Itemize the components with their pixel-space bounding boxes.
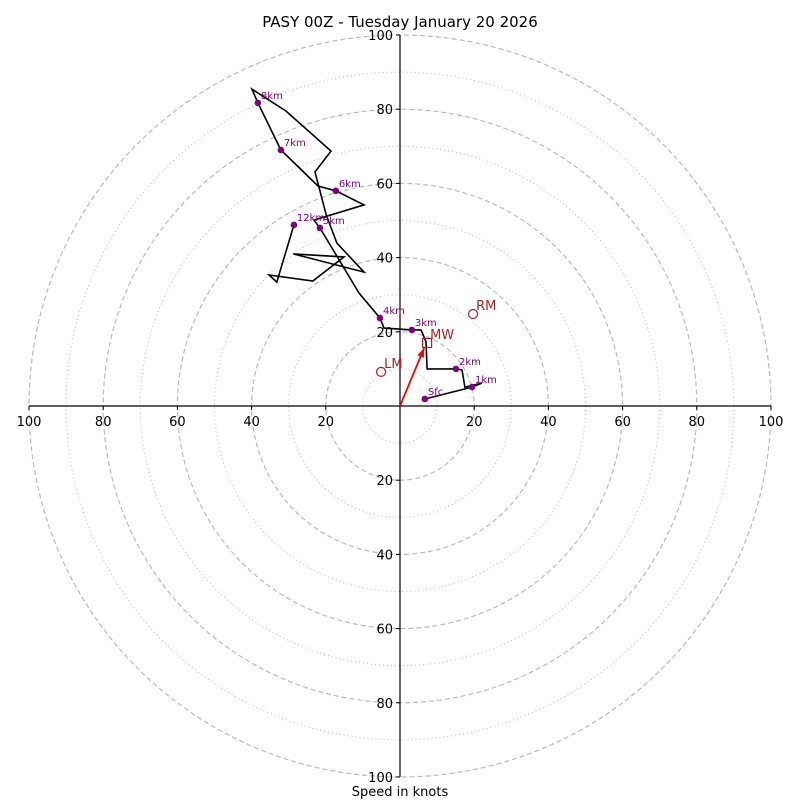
x-tick-label: 60: [614, 415, 631, 430]
chart-title: PASY 00Z - Tuesday January 20 2026: [262, 13, 538, 31]
x-tick-label: 60: [169, 415, 186, 430]
x-tick-label: 80: [689, 415, 706, 430]
lm-marker: [375, 366, 387, 377]
level-label-6km: 6km: [339, 179, 361, 190]
level-point-sfc: [421, 395, 429, 403]
level-point-5km: [316, 224, 324, 232]
y-tick-label: 100: [368, 771, 393, 786]
lm-label: LM: [384, 357, 402, 372]
mw-label: MW: [430, 328, 454, 343]
y-tick-label: 40: [376, 548, 393, 563]
y-tick-label: 80: [376, 697, 393, 712]
rm-label: RM: [476, 299, 496, 314]
level-point-7km: [277, 146, 285, 154]
y-tick-label: 20: [376, 474, 393, 489]
level-point-8km: [254, 99, 262, 107]
shear-vector: [399, 347, 425, 407]
x-tick-label: 40: [540, 415, 557, 430]
storm-motion-markers: RM LM MW: [375, 299, 496, 377]
tick-labels: 100 100 80 80 60 60 40 40 20 20 20 20 40 40 60 60 80 80 10…: [17, 29, 784, 786]
mw-marker: [421, 337, 433, 349]
level-label-3km: 3km: [415, 318, 437, 329]
level-label-sfc: Sfc: [428, 387, 443, 398]
y-tick-label: 60: [376, 623, 393, 638]
level-point-4km: [376, 314, 384, 322]
hodograph-trace: [250, 87, 483, 400]
height-levels: Sfc 1km 2km 3km 4km 5km 6km 7km 8km 12km: [254, 91, 497, 403]
y-tick-label: 100: [368, 29, 393, 44]
level-label-12km: 12km: [297, 213, 325, 224]
level-point-12km: [290, 221, 298, 229]
level-point-1km: [468, 383, 476, 391]
level-label-2km: 2km: [459, 357, 481, 368]
level-point-3km: [408, 326, 416, 334]
shear-vector-arrowhead: [417, 348, 425, 358]
x-tick-label: 40: [243, 415, 260, 430]
x-axis-label: Speed in knots: [352, 785, 449, 800]
x-tick-label: 20: [466, 415, 483, 430]
x-tick-label: 20: [318, 415, 335, 430]
level-label-4km: 4km: [383, 306, 405, 317]
level-label-5km: 5km: [323, 216, 345, 227]
level-label-8km: 8km: [261, 91, 283, 102]
y-tick-label: 60: [376, 177, 393, 192]
x-tick-label: 100: [759, 415, 784, 430]
trace-line: [250, 87, 483, 400]
level-point-2km: [452, 365, 460, 373]
x-tick-label: 100: [17, 415, 42, 430]
y-tick-label: 40: [376, 252, 393, 267]
y-tick-label: 80: [376, 103, 393, 118]
level-point-6km: [332, 187, 340, 195]
shear-vector-line: [399, 347, 425, 407]
x-tick-label: 80: [95, 415, 112, 430]
level-label-1km: 1km: [475, 375, 497, 386]
rm-marker: [467, 308, 479, 320]
y-tick-label: 20: [376, 326, 393, 341]
level-label-7km: 7km: [284, 138, 306, 149]
